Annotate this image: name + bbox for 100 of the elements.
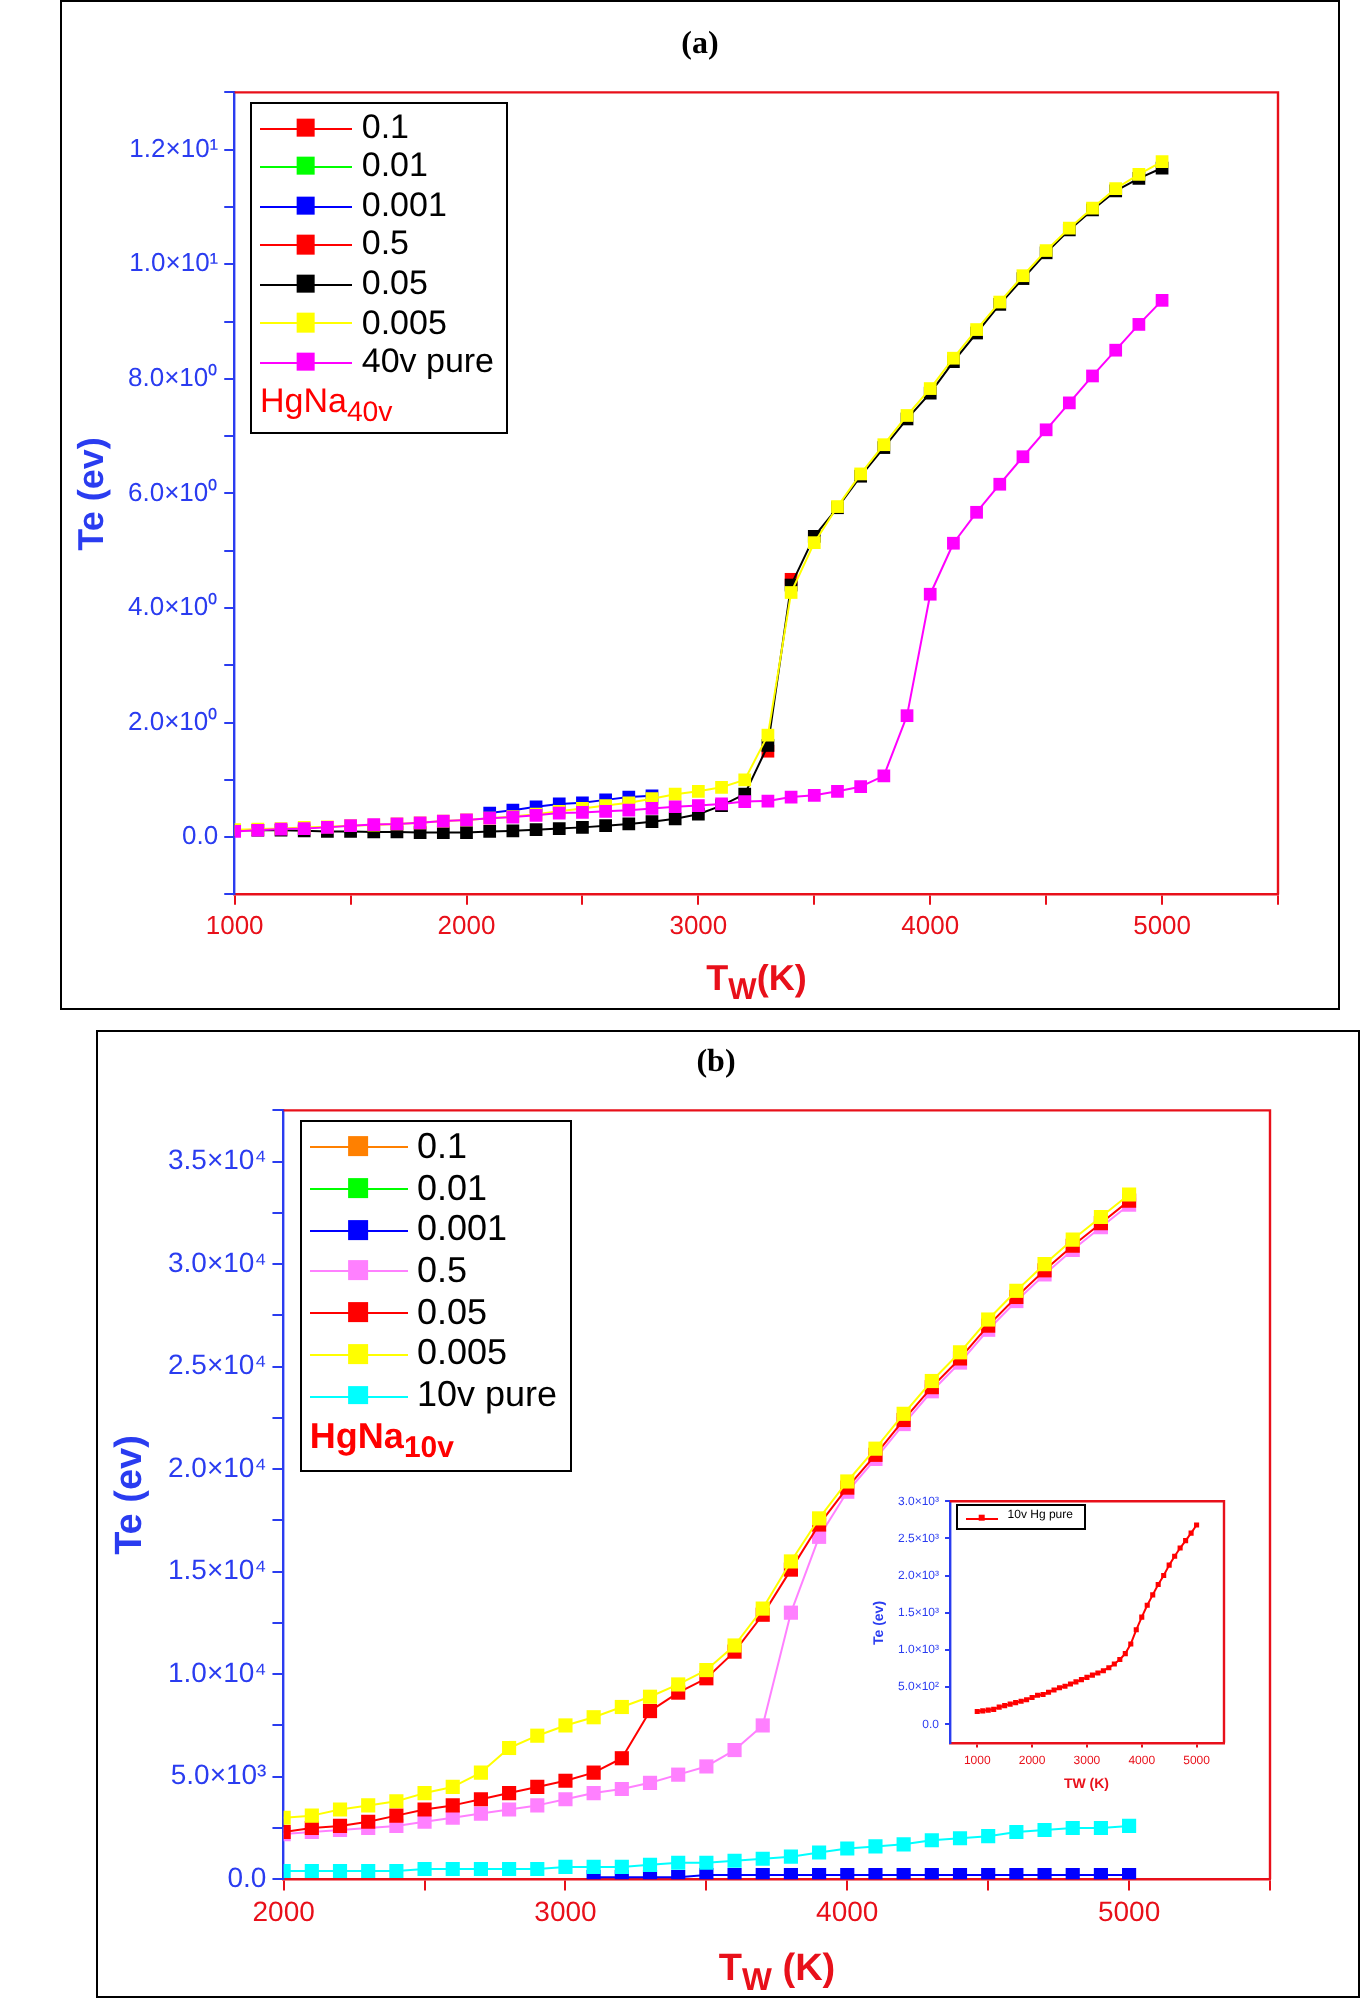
point (622, 803, 636, 817)
point (445, 1779, 460, 1795)
point (436, 826, 450, 839)
point (304, 1863, 319, 1879)
y-tick-label: 0.0 (227, 1860, 267, 1893)
point (755, 1601, 770, 1616)
point (389, 1863, 404, 1879)
point (699, 1855, 714, 1870)
point (947, 536, 960, 550)
point (417, 1861, 432, 1877)
point (924, 1833, 939, 1848)
point (417, 1802, 432, 1817)
y-tick-label: 6.0×10⁰ (128, 476, 219, 507)
legend-label: 0.01 (417, 1167, 488, 1209)
point (755, 1718, 770, 1733)
point (558, 1792, 573, 1807)
point (558, 1859, 573, 1874)
x-tick-label: 5000 (1133, 909, 1191, 940)
point (599, 819, 612, 833)
point (530, 1779, 545, 1795)
x-tick-label: 4000 (816, 1894, 879, 1927)
point (699, 1759, 714, 1774)
point (783, 1849, 798, 1864)
point (1037, 1822, 1052, 1838)
point (586, 1710, 601, 1725)
legend-label: 0.5 (417, 1250, 468, 1292)
legend-label: 0.005 (361, 303, 447, 343)
chart-title: (b) (696, 1045, 736, 1080)
y-tick-label: 1.0×10¹ (129, 247, 220, 278)
legend-label: 40v pure (361, 342, 495, 382)
legend-label: 0.1 (361, 107, 409, 147)
point (614, 1781, 629, 1797)
point (445, 1798, 460, 1813)
point (1065, 1868, 1080, 1880)
point (332, 1818, 348, 1833)
point (699, 1663, 714, 1678)
point (1155, 293, 1169, 307)
point (727, 1638, 742, 1653)
point (868, 1868, 883, 1880)
point (692, 784, 705, 798)
point (642, 1775, 658, 1790)
point (1062, 396, 1076, 410)
point (981, 1829, 996, 1844)
point (1039, 423, 1053, 437)
point (576, 821, 589, 834)
point (812, 1845, 827, 1860)
legend-label: 0.1 (417, 1126, 468, 1168)
point (1122, 1818, 1137, 1833)
point (506, 824, 520, 838)
point (614, 1699, 629, 1715)
point (445, 1861, 460, 1877)
point (530, 1728, 545, 1743)
point (1016, 450, 1030, 464)
legend-label: 0.01 (361, 146, 428, 186)
point (1109, 343, 1123, 357)
y-tick-label: 8.0×10⁰ (128, 361, 219, 392)
point (614, 1751, 629, 1766)
x-tick-label: 2000 (437, 909, 496, 940)
point (645, 802, 659, 815)
point (671, 1677, 686, 1692)
point (389, 1794, 404, 1809)
point (529, 823, 543, 837)
point (923, 587, 937, 601)
x-tick-label: 3000 (534, 1894, 598, 1927)
legend-label: 0.05 (417, 1291, 488, 1333)
x-axis-title: T$_{W}$(K) (706, 958, 807, 1008)
point (970, 505, 983, 519)
annotation: HgNa$_{40v}$ (259, 381, 395, 429)
point (783, 1605, 798, 1620)
point (1009, 1824, 1024, 1840)
legend-label: 0.001 (361, 185, 447, 225)
point (896, 1837, 911, 1852)
point (812, 1511, 827, 1526)
point (473, 1806, 488, 1821)
x-tick-label: 3000 (669, 909, 728, 940)
point (1086, 369, 1099, 383)
y-tick-label: 1.2×10¹ (129, 132, 220, 163)
point (715, 780, 728, 794)
point (642, 1704, 658, 1719)
point (586, 1859, 601, 1874)
y-tick-label: 1.5×10⁴ (167, 1553, 267, 1586)
point (1132, 318, 1146, 331)
point (389, 1808, 404, 1823)
point (645, 815, 659, 829)
point (840, 1474, 855, 1489)
point (993, 477, 1007, 491)
point (783, 1868, 798, 1880)
point (738, 795, 752, 808)
point (981, 1312, 996, 1327)
point (877, 769, 891, 783)
point (1122, 1187, 1137, 1202)
point (952, 1345, 968, 1360)
point (784, 586, 798, 599)
point (361, 1798, 376, 1813)
point (900, 709, 914, 723)
legend-label: 10v pure (417, 1374, 558, 1416)
point (668, 812, 682, 826)
point (332, 1863, 348, 1879)
point (807, 788, 821, 802)
point (552, 822, 566, 835)
